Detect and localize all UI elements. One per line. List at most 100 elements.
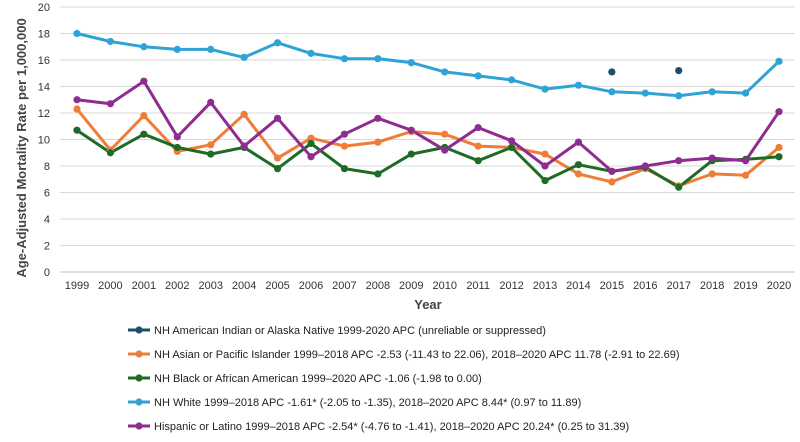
data-point-white [441, 68, 449, 76]
x-tick-label: 2002 [165, 280, 189, 292]
data-point-white [173, 45, 181, 54]
legend-label-black: NH Black or African American 1999–2020 A… [154, 373, 482, 385]
data-point-hispanic [173, 133, 181, 141]
legend-label-aian: NH American Indian or Alaska Native 1999… [154, 325, 546, 337]
data-point-black [173, 143, 181, 152]
y-tick-label: 8 [44, 161, 50, 173]
data-point-black [775, 153, 783, 161]
data-point-white [273, 39, 282, 47]
data-point-white [708, 88, 716, 96]
y-tick-label: 20 [38, 2, 50, 14]
series-lines [75, 32, 781, 189]
x-axis-title: Year [414, 297, 441, 312]
data-point-white [240, 53, 248, 61]
data-point-hispanic [641, 162, 649, 170]
x-tick-label: 2013 [533, 280, 557, 292]
data-point-hispanic [73, 96, 81, 104]
y-tick-label: 14 [38, 82, 50, 94]
data-point-api [474, 142, 482, 150]
x-tick-label: 2012 [499, 280, 523, 292]
y-tick-label: 10 [38, 135, 50, 147]
data-point-hispanic [407, 126, 415, 134]
y-axis-title: Age-Adjusted Mortality Rate per 1,000,00… [14, 18, 29, 277]
legend-swatch-marker-aian [135, 326, 143, 334]
series-points [73, 29, 783, 191]
x-tick-label: 2005 [265, 280, 289, 292]
legend-swatch-marker-api [135, 350, 143, 358]
data-point-black [474, 157, 482, 165]
x-tick-label: 2018 [700, 280, 724, 292]
data-point-aian [608, 68, 616, 76]
data-point-api [140, 112, 148, 120]
x-tick-label: 2014 [566, 280, 590, 292]
y-tick-label: 18 [38, 29, 50, 41]
legend-swatch-marker-black [135, 374, 143, 382]
legend-label-hispanic: Hispanic or Latino 1999–2018 APC -2.54* … [154, 421, 629, 433]
data-point-black [541, 176, 549, 185]
y-axis-ticks: 0 2 4 6 8 10 12 14 16 18 20 [38, 2, 50, 279]
data-point-hispanic [207, 98, 215, 106]
data-point-black [273, 165, 282, 173]
y-tick-label: 6 [44, 188, 50, 200]
data-point-hispanic [273, 114, 282, 122]
x-tick-label: 2007 [332, 280, 356, 292]
data-point-white [741, 89, 750, 97]
data-point-api [307, 134, 315, 142]
data-point-white [307, 49, 315, 57]
y-tick-label: 4 [44, 214, 50, 226]
legend-swatch-marker-hispanic [135, 422, 143, 430]
data-point-hispanic [708, 154, 716, 162]
series-line-white [75, 32, 781, 98]
series-line-black [75, 128, 781, 189]
data-point-white [207, 45, 215, 54]
data-point-white [574, 81, 583, 89]
data-point-white [140, 43, 148, 51]
data-point-black [407, 150, 415, 158]
data-point-black [574, 161, 583, 169]
legend-swatch-marker-white [135, 398, 143, 406]
data-point-hispanic [775, 108, 783, 116]
data-point-api [541, 150, 549, 158]
data-point-white [374, 55, 382, 63]
x-tick-label: 1999 [65, 280, 89, 292]
x-tick-label: 2016 [633, 280, 657, 292]
data-point-hispanic [574, 138, 583, 146]
x-tick-label: 2017 [666, 280, 690, 292]
series-line-hispanic [75, 79, 781, 173]
data-point-aian [675, 67, 683, 75]
data-point-black [207, 150, 215, 158]
data-point-black [507, 143, 516, 152]
y-tick-label: 12 [38, 108, 50, 120]
data-point-api [240, 110, 248, 118]
data-point-hispanic [441, 146, 449, 154]
data-point-black [106, 149, 115, 157]
data-point-api [441, 130, 449, 138]
data-point-white [507, 76, 516, 84]
x-tick-label: 2010 [432, 280, 456, 292]
data-point-hispanic [675, 157, 683, 165]
x-tick-label: 2019 [733, 280, 757, 292]
data-point-hispanic [106, 100, 115, 108]
data-point-white [775, 57, 783, 65]
data-point-hispanic [608, 167, 616, 175]
data-point-black [340, 165, 349, 173]
data-point-api [775, 143, 783, 152]
data-point-white [474, 72, 482, 80]
x-tick-label: 2000 [98, 280, 122, 292]
x-tick-label: 2004 [232, 280, 256, 292]
data-point-hispanic [240, 142, 248, 150]
data-point-api [741, 171, 750, 179]
data-point-api [708, 170, 716, 178]
legend-label-api: NH Asian or Pacific Islander 1999–2018 A… [154, 349, 680, 361]
data-point-hispanic [474, 123, 482, 132]
data-point-hispanic [374, 114, 382, 122]
data-point-hispanic [741, 157, 750, 165]
x-tick-label: 2001 [132, 280, 156, 292]
data-point-white [641, 89, 649, 97]
y-tick-label: 2 [44, 241, 50, 253]
x-tick-label: 2003 [198, 280, 222, 292]
y-tick-label: 16 [38, 55, 50, 67]
data-point-api [73, 105, 81, 113]
data-point-api [207, 141, 215, 149]
gridlines [60, 6, 795, 273]
